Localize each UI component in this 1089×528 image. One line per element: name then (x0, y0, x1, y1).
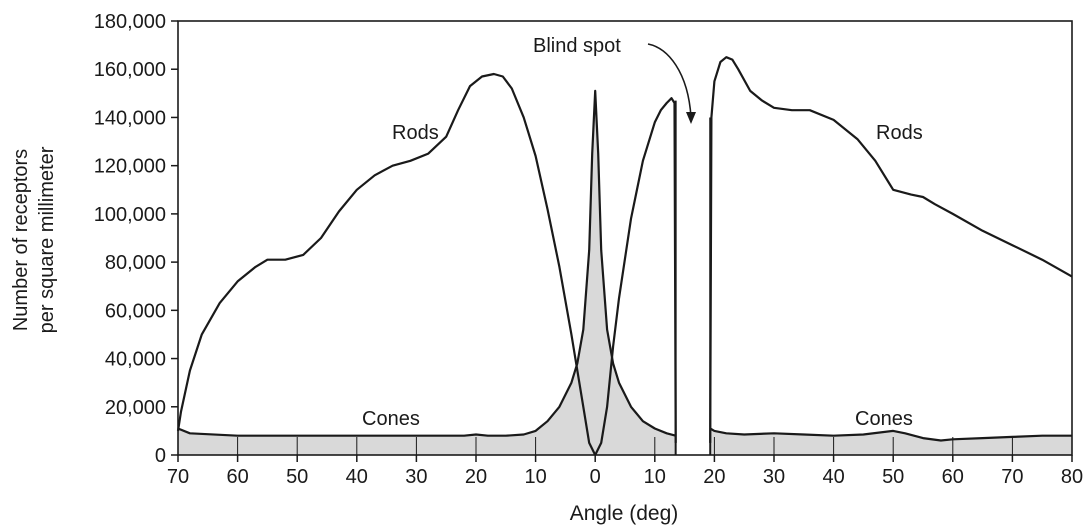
x-tick-label: 60 (226, 466, 248, 488)
cone-fill-layer (178, 90, 1072, 456)
series-line-layer (176, 56, 1073, 456)
x-tick-label: 40 (822, 466, 844, 488)
x-tick-label: 70 (1001, 466, 1023, 488)
y-tick-label: 100,000 (94, 204, 166, 226)
tick-layer: 0 20,000 40,000 60,000 80,000 100,000 120,000 1… (94, 11, 1083, 488)
blind-spot-arrowhead (686, 112, 696, 124)
x-axis-label: Angle (deg) (570, 502, 679, 525)
cones-label-left: Cones (362, 408, 420, 430)
y-axis-label-line-1: Number of receptors (10, 149, 32, 331)
y-tick-label: 120,000 (94, 156, 166, 178)
cones-fill-area-1 (178, 90, 676, 456)
y-tick-label: 20,000 (105, 397, 166, 419)
plot-frame (177, 20, 1073, 456)
y-tick-label: 0 (155, 445, 166, 467)
y-tick-label: 40,000 (105, 349, 166, 371)
x-tick-label: 50 (286, 466, 308, 488)
blind-spot-layer (675, 21, 711, 455)
x-tick-label: 10 (644, 466, 666, 488)
x-tick-label: 0 (590, 466, 601, 488)
rods-line-segment-2 (594, 97, 677, 456)
x-tick-label: 40 (346, 466, 368, 488)
rods-line-segment-3 (709, 56, 1073, 443)
x-tick-label: 30 (405, 466, 427, 488)
x-tick-label: 20 (465, 466, 487, 488)
x-tick-label: 10 (524, 466, 546, 488)
cones-label-right: Cones (855, 408, 913, 430)
cones-line-segment-2 (709, 427, 1072, 442)
y-tick-label: 180,000 (94, 11, 166, 33)
x-tick-label: 60 (942, 466, 964, 488)
x-tick-label: 80 (1061, 466, 1083, 488)
y-axis-label-line-2: per square millimeter (36, 146, 58, 333)
x-tick-label: 50 (882, 466, 904, 488)
cones-fill-area-2 (710, 428, 1072, 455)
y-tick-label: 140,000 (94, 107, 166, 129)
y-tick-label: 80,000 (105, 252, 166, 274)
rods-line-segment-1 (176, 72, 597, 456)
x-tick-label: 30 (763, 466, 785, 488)
rods-label-right: Rods (876, 122, 923, 144)
blind-spot-arrow (647, 43, 692, 118)
blind-spot-gap (675, 21, 711, 455)
cones-line-segment-1 (177, 89, 676, 437)
x-tick-label: 20 (703, 466, 725, 488)
x-tick-label: 70 (167, 466, 189, 488)
y-tick-label: 160,000 (94, 59, 166, 81)
y-tick-label: 60,000 (105, 300, 166, 322)
blind-spot-label: Blind spot (533, 35, 621, 57)
rods-label-left: Rods (392, 122, 439, 144)
